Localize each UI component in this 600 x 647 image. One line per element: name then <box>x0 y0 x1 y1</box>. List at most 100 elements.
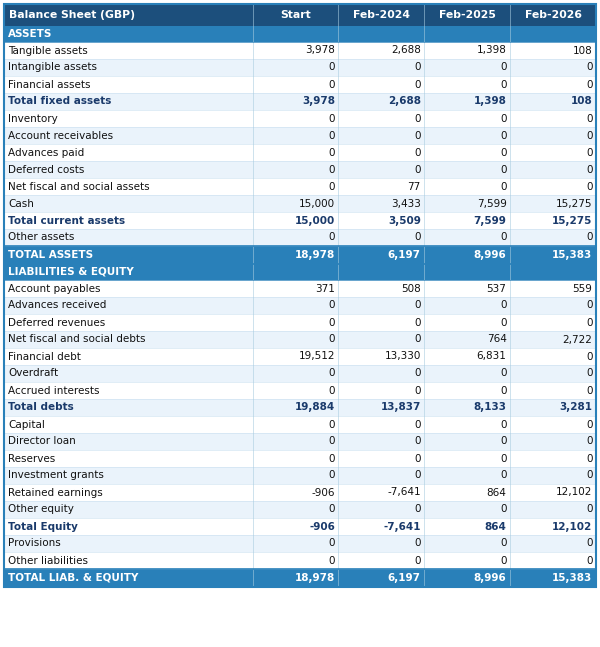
Text: 18,978: 18,978 <box>295 573 335 583</box>
Text: 108: 108 <box>572 45 592 56</box>
Text: 0: 0 <box>586 419 592 430</box>
Text: 8,996: 8,996 <box>474 573 506 583</box>
Text: Cash: Cash <box>8 199 34 208</box>
Text: 0: 0 <box>328 556 335 565</box>
Bar <box>4 59 596 76</box>
Bar <box>4 26 596 42</box>
Text: 8,996: 8,996 <box>474 250 506 260</box>
Text: 0: 0 <box>586 318 592 327</box>
Text: 371: 371 <box>315 283 335 294</box>
Text: 0: 0 <box>328 454 335 463</box>
Text: Financial debt: Financial debt <box>8 351 81 362</box>
Text: 0: 0 <box>500 182 506 192</box>
Text: 6,197: 6,197 <box>388 250 421 260</box>
Text: 0: 0 <box>586 182 592 192</box>
Text: 0: 0 <box>586 148 592 157</box>
Text: Director loan: Director loan <box>8 437 76 446</box>
Bar <box>4 127 596 144</box>
Text: 0: 0 <box>414 556 421 565</box>
Text: 0: 0 <box>414 63 421 72</box>
Text: 864: 864 <box>485 521 506 531</box>
Text: Overdraft: Overdraft <box>8 369 58 378</box>
Text: Net fiscal and social debts: Net fiscal and social debts <box>8 334 146 344</box>
Text: Deferred revenues: Deferred revenues <box>8 318 106 327</box>
Text: 15,000: 15,000 <box>299 199 335 208</box>
Text: 6,831: 6,831 <box>476 351 506 362</box>
Text: Reserves: Reserves <box>8 454 55 463</box>
Bar <box>4 518 596 535</box>
Text: 0: 0 <box>328 437 335 446</box>
Text: 0: 0 <box>586 164 592 175</box>
Text: 0: 0 <box>500 80 506 89</box>
Text: Deferred costs: Deferred costs <box>8 164 85 175</box>
Text: 0: 0 <box>500 437 506 446</box>
Text: 0: 0 <box>328 113 335 124</box>
Bar <box>4 4 596 26</box>
Text: 15,383: 15,383 <box>552 250 592 260</box>
Text: 7,599: 7,599 <box>473 215 506 226</box>
Text: 0: 0 <box>414 148 421 157</box>
Text: Total Equity: Total Equity <box>8 521 78 531</box>
Text: 0: 0 <box>500 63 506 72</box>
Text: 0: 0 <box>328 334 335 344</box>
Text: Other equity: Other equity <box>8 505 74 514</box>
Text: 0: 0 <box>586 556 592 565</box>
Text: 2,722: 2,722 <box>563 334 592 344</box>
Text: 0: 0 <box>328 164 335 175</box>
Text: 0: 0 <box>500 505 506 514</box>
Text: 0: 0 <box>500 232 506 243</box>
Text: Intangible assets: Intangible assets <box>8 63 97 72</box>
Text: 0: 0 <box>414 454 421 463</box>
Text: 864: 864 <box>487 487 506 498</box>
Text: 0: 0 <box>500 470 506 481</box>
Text: 15,275: 15,275 <box>552 215 592 226</box>
Text: 0: 0 <box>328 300 335 311</box>
Text: 0: 0 <box>500 131 506 140</box>
Text: 0: 0 <box>500 164 506 175</box>
Bar <box>4 264 596 280</box>
Bar <box>4 195 596 212</box>
Text: Feb-2024: Feb-2024 <box>353 10 410 20</box>
Text: 3,281: 3,281 <box>559 402 592 413</box>
Text: Account receivables: Account receivables <box>8 131 113 140</box>
Text: 0: 0 <box>414 113 421 124</box>
Text: 0: 0 <box>586 505 592 514</box>
Text: Other liabilities: Other liabilities <box>8 556 88 565</box>
Text: Balance Sheet (GBP): Balance Sheet (GBP) <box>9 10 135 20</box>
Text: Total debts: Total debts <box>8 402 74 413</box>
Text: 12,102: 12,102 <box>556 487 592 498</box>
Text: 0: 0 <box>500 318 506 327</box>
Text: Total fixed assets: Total fixed assets <box>8 96 112 107</box>
Text: 15,383: 15,383 <box>552 573 592 583</box>
Text: Tangible assets: Tangible assets <box>8 45 88 56</box>
Text: 0: 0 <box>586 232 592 243</box>
Bar <box>4 297 596 314</box>
Text: -906: -906 <box>311 487 335 498</box>
Text: Advances received: Advances received <box>8 300 107 311</box>
Text: 0: 0 <box>586 300 592 311</box>
Text: 2,688: 2,688 <box>391 45 421 56</box>
Text: 0: 0 <box>328 318 335 327</box>
Bar <box>4 399 596 416</box>
Bar <box>4 433 596 450</box>
Text: 0: 0 <box>414 538 421 549</box>
Text: 0: 0 <box>414 419 421 430</box>
Text: Start: Start <box>280 10 311 20</box>
Text: 0: 0 <box>328 538 335 549</box>
Text: 7,599: 7,599 <box>476 199 506 208</box>
Bar <box>4 365 596 382</box>
Text: 0: 0 <box>414 318 421 327</box>
Text: 18,978: 18,978 <box>295 250 335 260</box>
Text: LIABILITIES & EQUITY: LIABILITIES & EQUITY <box>8 267 134 277</box>
Text: 0: 0 <box>586 113 592 124</box>
Text: 0: 0 <box>414 437 421 446</box>
Text: 0: 0 <box>414 300 421 311</box>
Bar <box>4 552 596 569</box>
Text: 6,197: 6,197 <box>388 573 421 583</box>
Bar <box>4 484 596 501</box>
Bar <box>4 348 596 365</box>
Text: 13,837: 13,837 <box>380 402 421 413</box>
Text: 0: 0 <box>500 556 506 565</box>
Text: 0: 0 <box>500 113 506 124</box>
Text: 559: 559 <box>572 283 592 294</box>
